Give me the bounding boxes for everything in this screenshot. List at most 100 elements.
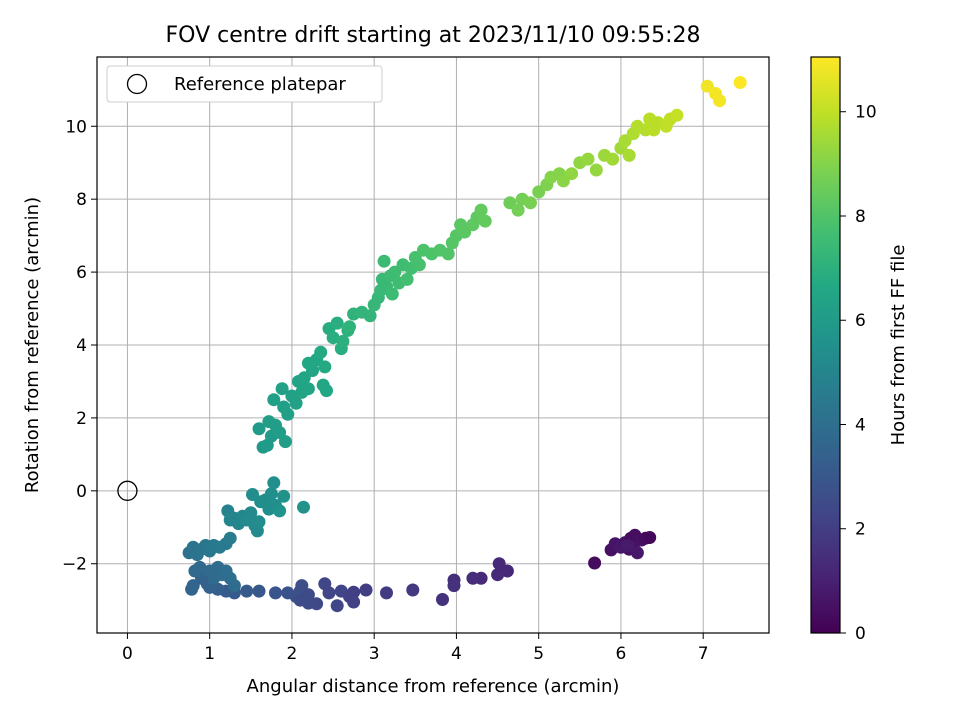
colorbar-tick-label: 0 (855, 624, 866, 644)
data-point (330, 316, 344, 330)
data-point (252, 584, 266, 598)
y-tick-label: 8 (76, 190, 87, 210)
reference-point-marker (117, 480, 138, 501)
colorbar-label: Hours from first FF file (888, 245, 909, 446)
legend: Reference platepar (106, 65, 383, 103)
data-point (252, 422, 266, 436)
data-point (281, 586, 295, 600)
chart-title: FOV centre drift starting at 2023/11/10 … (166, 23, 701, 48)
data-point (301, 588, 315, 602)
data-point (581, 152, 595, 166)
data-point (511, 203, 525, 217)
data-point (318, 577, 332, 591)
data-point (281, 407, 295, 421)
x-tick-label: 0 (122, 644, 133, 664)
colorbar (810, 56, 841, 634)
reference-marker-layer (117, 480, 138, 501)
y-tick-label: 0 (76, 482, 87, 502)
data-point (277, 489, 291, 503)
data-point (377, 254, 391, 268)
data-point (227, 579, 241, 593)
data-point (492, 557, 506, 571)
data-point (330, 599, 344, 613)
data-point (466, 571, 480, 585)
data-point (240, 584, 254, 598)
data-point (267, 393, 281, 407)
data-point (289, 396, 303, 410)
legend-box (106, 65, 383, 103)
x-tick-label: 3 (369, 644, 380, 664)
data-point (589, 163, 603, 177)
y-tick-label: 4 (76, 336, 87, 356)
data-point (606, 152, 620, 166)
data-point (269, 586, 282, 600)
data-point (491, 568, 505, 582)
data-point (275, 382, 289, 396)
data-point (262, 415, 276, 429)
y-axis-ticks: −2 0 2 4 6 8 10 (62, 117, 97, 575)
data-point (278, 435, 292, 449)
x-tick-label: 4 (451, 644, 462, 664)
data-point (643, 531, 657, 544)
data-point (359, 583, 373, 597)
data-point (267, 476, 281, 490)
x-tick-label: 1 (204, 644, 215, 664)
colorbar-tick-label: 4 (855, 415, 866, 435)
data-point (400, 272, 414, 286)
data-point (193, 560, 207, 574)
data-point (185, 582, 199, 596)
data-point (380, 586, 393, 600)
data-point (713, 94, 727, 108)
data-point (320, 384, 333, 398)
legend-marker-icon (126, 73, 148, 95)
colorbar-tick-label: 10 (855, 103, 877, 123)
x-axis-label: Angular distance from reference (arcmin) (247, 676, 620, 697)
y-tick-label: 10 (65, 117, 87, 137)
data-point (301, 382, 315, 396)
colorbar-tick-label: 2 (855, 520, 866, 540)
data-point (412, 258, 426, 272)
data-point (334, 584, 348, 598)
y-tick-label: 2 (76, 409, 87, 429)
data-point (223, 531, 237, 545)
x-tick-label: 6 (616, 644, 627, 664)
data-point (326, 331, 340, 345)
y-axis-label: Rotation from reference (arcmin) (22, 197, 43, 493)
data-point (436, 593, 449, 606)
scatter-points (182, 76, 747, 613)
data-point (314, 345, 328, 359)
data-point (565, 167, 579, 181)
data-point (588, 556, 602, 570)
data-point (441, 247, 455, 261)
colorbar-ticks: 0 2 4 6 8 10 (840, 103, 877, 644)
x-tick-label: 7 (698, 644, 709, 664)
x-tick-label: 5 (533, 644, 544, 664)
data-point (252, 515, 266, 529)
data-point (478, 214, 492, 228)
data-point (264, 487, 278, 501)
data-point (647, 123, 661, 137)
data-point (297, 500, 310, 514)
legend-entry-label: Reference platepar (174, 74, 346, 95)
colorbar-tick-label: 8 (855, 207, 866, 227)
data-point (363, 309, 377, 323)
colorbar-tick-label: 6 (855, 311, 866, 331)
data-point (406, 583, 420, 597)
data-point (343, 320, 356, 334)
data-point (524, 196, 537, 210)
data-point (273, 504, 287, 518)
data-point (630, 546, 644, 560)
y-tick-label: −2 (62, 555, 87, 575)
x-axis-ticks: 0 1 2 3 4 5 6 7 (122, 633, 709, 664)
grid-lines (97, 57, 769, 633)
data-point (622, 148, 636, 162)
y-tick-label: 6 (76, 263, 87, 283)
data-point (670, 108, 684, 122)
data-point (474, 203, 488, 217)
x-tick-label: 2 (287, 644, 298, 664)
data-point (621, 539, 634, 552)
data-point (336, 334, 350, 348)
data-point (318, 360, 332, 374)
data-point (447, 579, 461, 593)
